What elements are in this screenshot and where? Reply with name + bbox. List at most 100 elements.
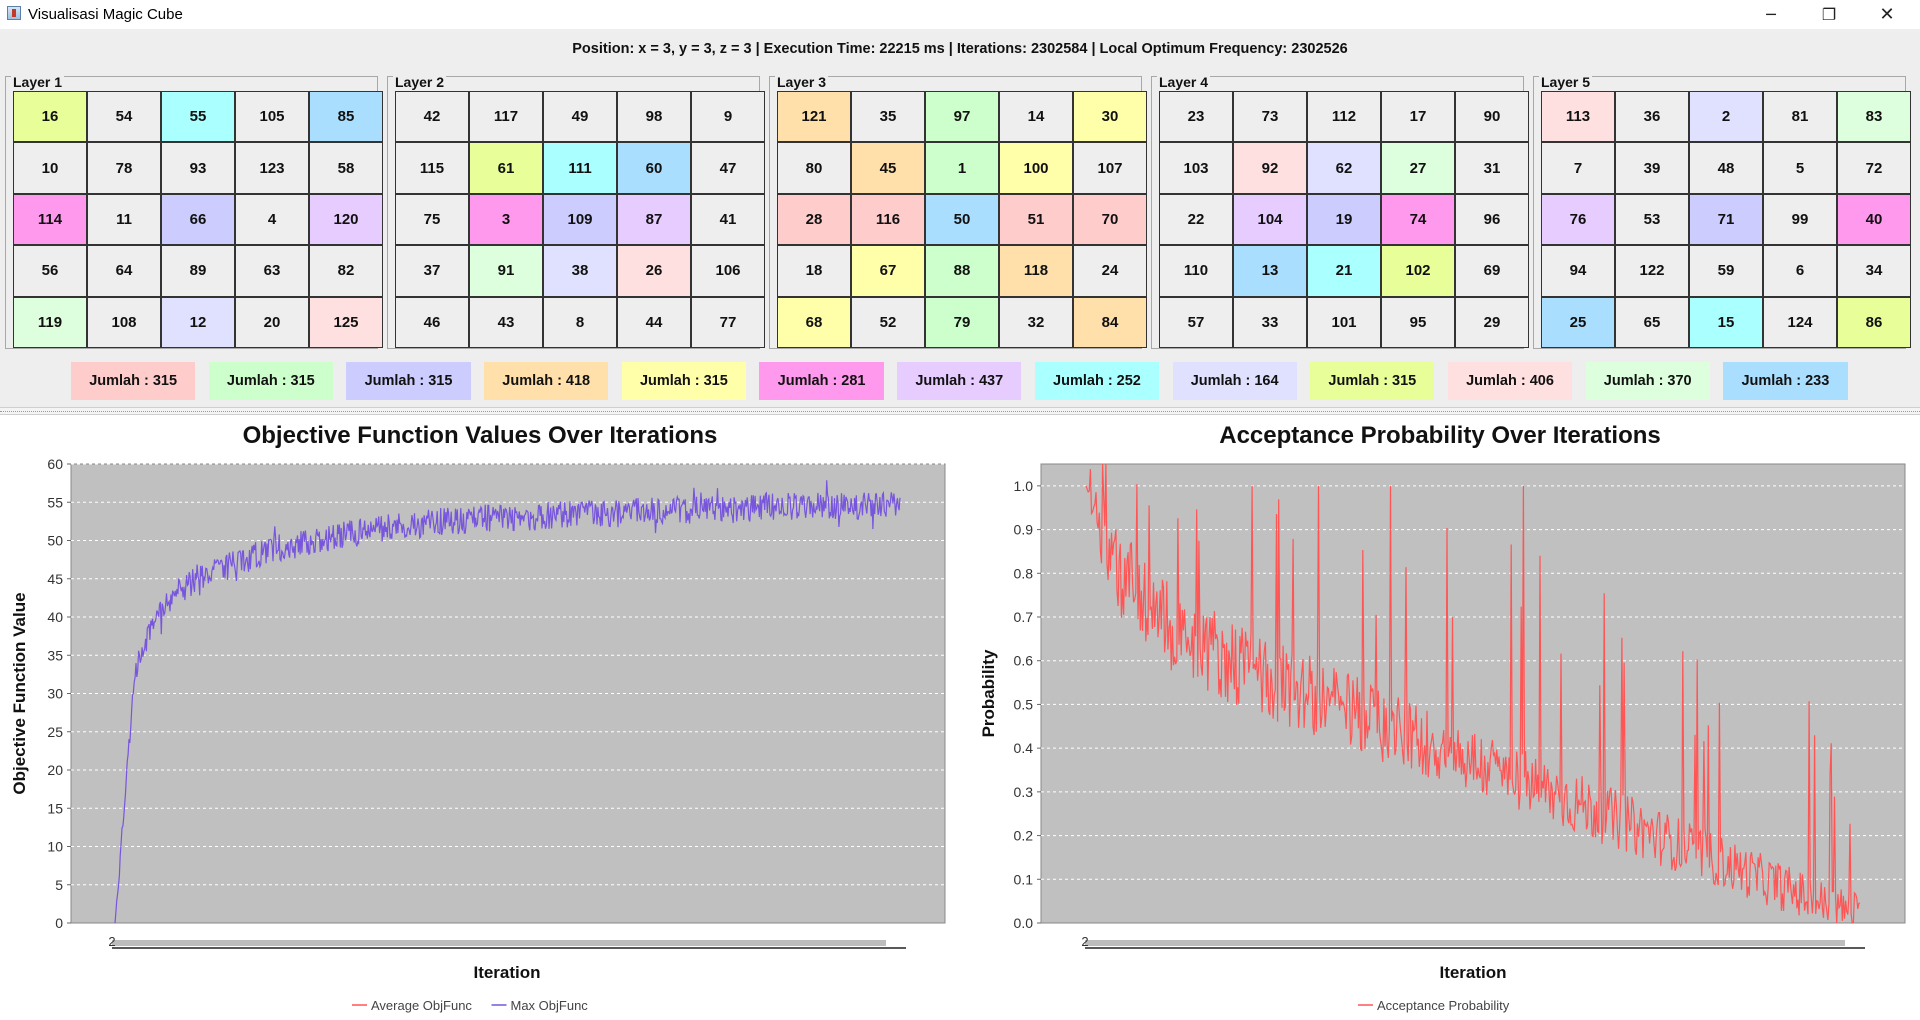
cube-cell: 97 [925,91,999,143]
cube-cell: 94 [1541,245,1615,297]
cube-cell: 120 [309,193,383,246]
y-tick-label: 50 [47,533,63,549]
cube-cell: 60 [617,142,691,194]
sum-badge: Jumlah : 252 [1034,362,1160,400]
cube-cell: 93 [161,142,235,194]
sum-badge: Jumlah : 315 [1310,362,1435,400]
sum-badge: Jumlah : 370 [1585,362,1710,400]
y-tick-label: 0.1 [1014,871,1034,887]
cube-cell: 122 [1615,245,1689,297]
cube-cell: 79 [925,296,999,348]
cube-cell: 102 [1381,245,1455,297]
cube-cell: 118 [999,245,1073,297]
cube-cell: 46 [395,296,469,348]
cube-cell: 48 [1689,142,1763,194]
cube-cell: 23 [1159,91,1233,143]
y-tick-label: 20 [47,762,63,778]
cube-cell: 116 [851,193,925,246]
y-tick-label: 45 [47,571,63,587]
y-tick-label: 40 [47,609,63,625]
cube-cell: 89 [161,245,235,297]
x-axis-label: Iteration [473,963,540,982]
y-tick-label: 0 [55,915,63,931]
cube-cell: 88 [925,245,999,297]
legend-entry: Max ObjFunc [511,998,589,1013]
cube-cell: 39 [1615,142,1689,194]
y-tick-label: 0.8 [1014,565,1034,581]
maximize-button[interactable]: ❐ [1821,5,1837,24]
cube-cell: 19 [1307,193,1381,246]
cube-cell: 38 [543,245,617,297]
y-tick-label: 15 [47,800,63,816]
cube-cell: 1 [925,142,999,194]
layer-grid: 121 35 97 14 30 80 45 1 100 107 28 116 50 51 70 18 67 88 1… [777,91,1148,348]
legend-entry: Acceptance Probability [1377,998,1510,1013]
layer-panel-2: Layer 2 42 117 49 98 9 115 61 111 60 47 75 3 109 87 41… [387,75,765,349]
layer-panel-4: Layer 4 23 73 112 17 90 103 92 62 27 31 22 104 19 74 9… [1151,74,1529,349]
cube-cell: 13 [1233,245,1307,297]
x-tick-band [112,940,886,946]
cube-cell: 125 [309,296,383,348]
cube-cell: 73 [1233,91,1307,143]
cube-cell: 51 [999,193,1073,246]
cube-panel: Layer 1 16 54 55 105 85 10 78 93 123 58 114 11 66 4 12… [0,68,1920,407]
cube-cell: 78 [87,142,161,194]
cube-cell: 42 [395,91,469,143]
y-axis-label: Probability [979,649,998,737]
layer-panel-1: Layer 1 16 54 55 105 85 10 78 93 123 58 114 11 66 4 12… [5,75,383,349]
cube-cell: 95 [1381,296,1455,348]
sum-badge: Jumlah : 315 [621,362,747,400]
cube-cell: 40 [1837,193,1911,246]
x-axis-label: Iteration [1439,963,1506,982]
cube-cell: 59 [1689,245,1763,297]
layer-grid: 42 117 49 98 9 115 61 111 60 47 75 3 109 87 41 37 91 38 26… [395,91,766,348]
cube-cell: 104 [1233,193,1307,246]
cube-cell: 123 [235,142,309,194]
split-pane-divider[interactable] [0,407,1920,415]
chart-title: Acceptance Probability Over Iterations [1219,422,1660,449]
cube-cell: 28 [777,193,851,246]
probability-chart: Acceptance Probability Over Iterations 0.… [979,422,1906,1013]
cube-cell: 30 [1073,91,1147,143]
series-line [1085,463,1861,924]
series-line [114,480,901,924]
cube-cell: 71 [1689,193,1763,246]
y-tick-label: 30 [47,686,63,702]
cube-cell: 65 [1615,296,1689,348]
close-button[interactable]: ✕ [1879,4,1895,25]
cube-cell: 58 [309,142,383,194]
y-tick-label: 0.4 [1014,740,1034,756]
cube-cell: 53 [1615,193,1689,246]
cube-cell: 52 [851,296,925,348]
cube-cell: 8 [543,296,617,348]
cube-cell: 87 [617,193,691,246]
minimize-button[interactable]: ─ [1766,5,1776,24]
cube-cell: 110 [1159,245,1233,297]
cube-cell: 44 [617,296,691,348]
cube-cell: 75 [395,193,469,246]
cube-cell: 109 [543,193,617,246]
cube-cell: 35 [851,91,925,143]
status-bar: Position: x = 3, y = 3, z = 3 | Executio… [0,29,1920,68]
cube-cell: 63 [235,245,309,297]
layer-title: Layer 4 [1157,74,1211,90]
cube-cell: 9 [691,91,765,143]
cube-cell: 24 [1073,245,1147,297]
x-tick-label: 2 [108,934,115,949]
cube-cell: 34 [1837,245,1911,297]
cube-cell: 5 [1763,142,1837,194]
cube-cell: 91 [469,245,543,297]
cube-cell: 45 [851,142,925,194]
sum-badge: Jumlah : 281 [759,362,884,400]
cube-cell: 47 [691,142,765,194]
cube-cell: 11 [87,193,161,246]
cube-cell: 7 [1541,142,1615,194]
cube-cell: 90 [1455,91,1529,143]
cube-cell: 112 [1307,91,1381,143]
cube-cell: 36 [1615,91,1689,143]
sum-badge: Jumlah : 315 [71,362,196,400]
layer-panel-3: Layer 3 121 35 97 14 30 80 45 1 100 107 28 116 50 51 7… [769,75,1147,349]
cube-cell: 121 [777,91,851,143]
layer-grid: 23 73 112 17 90 103 92 62 27 31 22 104 19 74 96 110 13 21… [1159,91,1530,348]
cube-cell: 70 [1073,193,1147,246]
